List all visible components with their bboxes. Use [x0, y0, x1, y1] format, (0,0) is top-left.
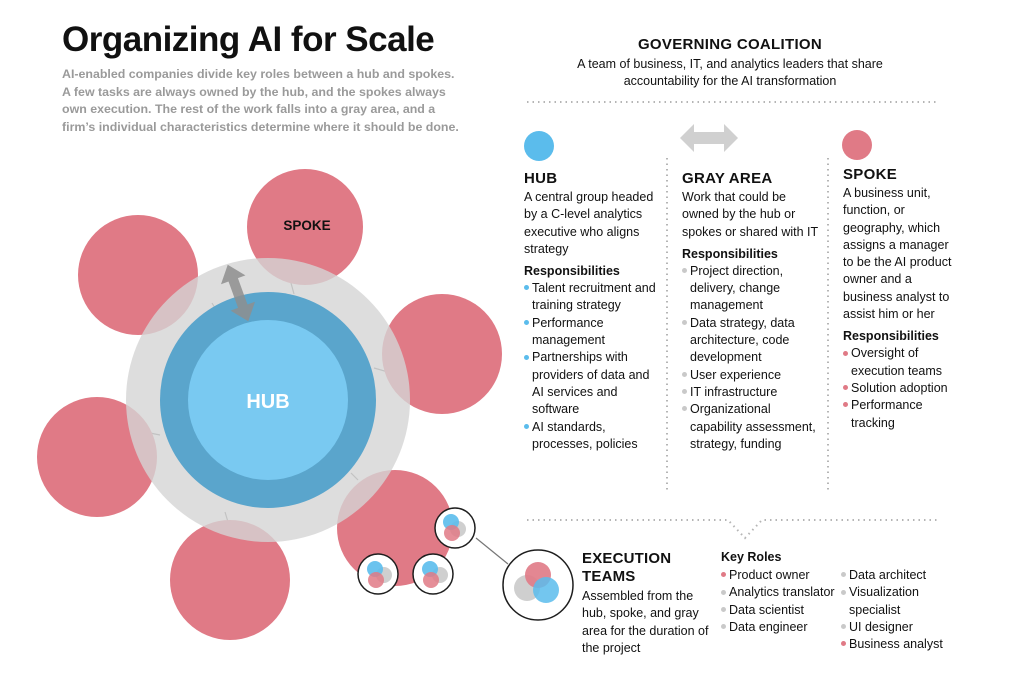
list-item: AI standards, processes, policies: [524, 419, 659, 454]
spoke-resp-list: Oversight of execution teams Solution ad…: [843, 345, 953, 431]
list-item: User experience: [682, 367, 822, 384]
list-item: Data engineer: [721, 619, 841, 636]
list-item: Organizational capability assessment, st…: [682, 401, 822, 453]
list-item: Project direction, delivery, change mana…: [682, 263, 822, 315]
bullet-dot-icon: [843, 350, 848, 356]
bullet-dot-icon: [682, 389, 687, 395]
list-item: Data strategy, data architecture, code d…: [682, 315, 822, 367]
spoke-circle-top: [247, 169, 363, 285]
execution-team-icon-2: [357, 553, 399, 595]
gray-area-title: GRAY AREA: [682, 170, 773, 187]
list-item: Performance management: [524, 315, 659, 350]
list-item: Business analyst: [841, 636, 961, 653]
list-item: Visualization specialist: [841, 584, 961, 619]
spoke-desc: A business unit, function, or geography,…: [843, 186, 952, 322]
list-item: Performance tracking: [843, 397, 953, 432]
spoke-label: SPOKE: [283, 218, 330, 233]
list-item: Partnerships with providers of data and …: [524, 349, 659, 418]
list-item: Product owner: [721, 567, 841, 584]
spoke-circle-left: [37, 397, 157, 517]
gray-area-resp-label: Responsibilities: [682, 246, 778, 261]
hub-resp-label: Responsibilities: [524, 264, 620, 279]
spoke-dot-icon: [842, 130, 872, 160]
intro-text: AI-enabled companies divide key roles be…: [62, 67, 459, 134]
coalition-desc: A team of business, IT, and analytics le…: [577, 57, 883, 88]
bullet-dot-icon: [841, 572, 846, 578]
bullet-dot-icon: [682, 268, 687, 274]
page-title: Organizing AI for Scale: [62, 20, 435, 59]
bullet-dot-icon: [843, 385, 848, 391]
bullet-dot-icon: [841, 589, 846, 595]
list-item: Talent recruitment and training strategy: [524, 280, 659, 315]
hub-resp-list: Talent recruitment and training strategy…: [524, 280, 659, 453]
hub-dot-icon: [524, 131, 554, 161]
hub-label: HUB: [246, 391, 289, 413]
list-item: Oversight of execution teams: [843, 345, 953, 380]
list-item: Data architect: [841, 567, 961, 584]
execution-team-zoom: [502, 549, 574, 621]
list-item: Solution adoption: [843, 380, 953, 397]
bullet-dot-icon: [843, 402, 848, 408]
key-roles-list-left: Product owner Analytics translator Data …: [721, 567, 841, 636]
hub-desc: A central group headed by a C-level anal…: [524, 190, 654, 256]
bullet-dot-icon: [721, 572, 726, 578]
list-item: Data scientist: [721, 602, 841, 619]
hub-title: HUB: [524, 170, 558, 187]
double-arrow-icon: [680, 124, 738, 152]
hub-column: HUB A central group headed by a C-level …: [524, 170, 659, 453]
hub-spoke-arrow: [220, 264, 256, 322]
bullet-dot-icon: [682, 371, 687, 377]
coalition-title: GOVERNING COALITION: [637, 36, 823, 53]
bullet-dot-icon: [721, 606, 726, 612]
spoke-title: SPOKE: [843, 166, 898, 183]
bullet-dot-icon: [682, 319, 687, 325]
gray-area-desc: Work that could be owned by the hub or s…: [682, 190, 819, 239]
gray-area-resp-list: Project direction, delivery, change mana…: [682, 263, 822, 453]
execution-team-icon-3: [412, 553, 454, 595]
gray-area-column: GRAY AREA Work that could be owned by th…: [682, 170, 822, 453]
bullet-dot-icon: [524, 423, 529, 429]
bullet-dot-icon: [841, 641, 846, 647]
spoke-circle-bottom: [170, 520, 290, 640]
bullet-dot-icon: [841, 624, 846, 630]
bullet-dot-icon: [721, 589, 726, 595]
bullet-dot-icon: [524, 285, 529, 291]
key-roles-label: Key Roles: [721, 550, 782, 564]
bullet-dot-icon: [682, 406, 687, 412]
list-item: Analytics translator: [721, 584, 841, 601]
bullet-dot-icon: [524, 319, 529, 325]
list-item: UI designer: [841, 619, 961, 636]
key-roles-list-right: Data architect Visualization specialist …: [841, 567, 961, 653]
execution-teams-title: EXECUTION TEAMS: [582, 550, 672, 585]
spoke-resp-label: Responsibilities: [843, 329, 939, 344]
bullet-dot-icon: [721, 624, 726, 630]
spoke-column: SPOKE A business unit, function, or geog…: [843, 166, 953, 432]
spoke-circle-right: [382, 294, 502, 414]
list-item: IT infrastructure: [682, 384, 822, 401]
hub-circle: [188, 320, 348, 480]
execution-teams-desc: Assembled from the hub, spoke, and gray …: [582, 589, 709, 655]
execution-divider: [527, 519, 937, 540]
bullet-dot-icon: [524, 354, 529, 360]
execution-team-icon-1: [434, 507, 476, 549]
